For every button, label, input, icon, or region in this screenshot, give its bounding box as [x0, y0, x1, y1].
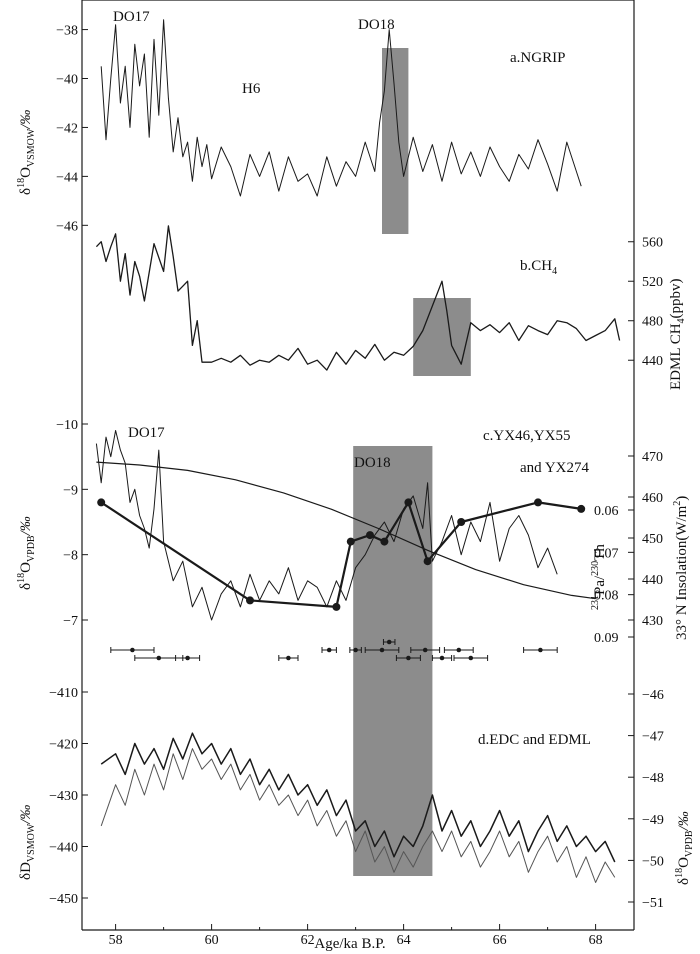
y-d-tick-label: −420 — [49, 738, 78, 753]
series-a-ngrip — [100, 19, 582, 197]
error-bar-point — [185, 655, 190, 661]
pa-th-marker — [366, 531, 374, 540]
x-tick-label: 64 — [397, 933, 411, 948]
y-d-tick-label: −450 — [49, 892, 78, 907]
error-bar-point — [286, 655, 291, 661]
annotation-do18-a: DO18 — [358, 17, 395, 33]
error-bar-point — [379, 647, 385, 653]
pa-th-marker — [246, 596, 254, 605]
annotation-do17-a: DO17 — [113, 9, 150, 25]
y-c-insol-tick-label: 450 — [642, 532, 663, 547]
x-tick-label: 60 — [205, 933, 219, 948]
error-bar-point — [130, 647, 135, 653]
pa-th-marker — [380, 537, 389, 546]
y-d-right-tick-label: −48 — [642, 771, 664, 786]
error-bar-point — [456, 647, 462, 653]
error-bar-point — [538, 647, 543, 653]
y-a-tick-label: −44 — [56, 170, 78, 185]
panel-label-b: b.CH4 — [520, 258, 557, 277]
y-d-right-tick-label: −47 — [642, 730, 664, 745]
y-c-insol-tick-label: 470 — [642, 450, 663, 465]
y-b-tick-label: 480 — [642, 315, 663, 330]
y-c-tick-label: −8 — [63, 549, 78, 564]
y-c-pa-th-tick-label: 0.08 — [594, 589, 619, 604]
y-c-tick-label: −7 — [63, 614, 78, 629]
x-axis-title: Age/ka B.P. — [314, 936, 385, 952]
panel-label-c-line1: c.YX46,YX55 — [483, 428, 571, 444]
x-tick-label: 58 — [109, 933, 123, 948]
shade-a — [382, 48, 409, 234]
error-bar-point — [353, 647, 358, 653]
series-layer — [95, 19, 621, 883]
y-c-pa-th-tick-label: 0.07 — [594, 546, 619, 561]
series-c-d18o — [95, 430, 558, 621]
error-bar-point — [326, 647, 332, 653]
ylabel-b-right: EDML CH4(ppbv) — [668, 278, 687, 390]
panel-label-c-line2: and YX274 — [520, 460, 590, 476]
error-bar-point — [468, 655, 474, 661]
series-d-edml — [100, 748, 616, 883]
panel-label-a: a.NGRIP — [510, 50, 565, 66]
error-bar-point — [386, 639, 392, 645]
pa-th-marker — [332, 602, 341, 611]
y-a-tick-label: −42 — [56, 121, 78, 136]
pa-th-marker — [404, 498, 413, 507]
y-c-tick-label: −9 — [63, 483, 78, 498]
error-bar-point — [156, 655, 162, 661]
shade-b — [413, 298, 471, 376]
pa-th-marker — [97, 498, 106, 507]
error-bar-point — [422, 647, 428, 653]
y-b-tick-label: 440 — [642, 354, 663, 369]
y-d-right-tick-label: −50 — [642, 854, 664, 869]
y-c-pa-th-tick-label: 0.09 — [594, 631, 619, 646]
y-d-tick-label: −410 — [49, 686, 78, 701]
ylabel-c: δ18OVPDB/‰ — [16, 516, 37, 590]
y-c-pa-th-tick-label: 0.06 — [594, 504, 619, 519]
panel-label-d: d.EDC and EDML — [478, 732, 591, 748]
y-d-right-tick-label: −46 — [642, 688, 664, 703]
error-bar-point — [406, 655, 411, 661]
y-d-tick-label: −430 — [49, 789, 78, 804]
pa-th-marker — [577, 504, 586, 513]
y-c-insol-tick-label: 430 — [642, 614, 663, 629]
y-a-tick-label: −38 — [56, 24, 78, 39]
y-c-insol-tick-label: 440 — [642, 573, 663, 588]
axes-layer: 58 60 62 64 66 68 −38 −40 −42 −44 −46 560 520 480 440 −… — [49, 0, 664, 948]
y-d-tick-label: −440 — [49, 841, 78, 856]
y-b-tick-label: 560 — [642, 236, 663, 251]
x-tick-label: 62 — [301, 933, 315, 948]
annotation-h6: H6 — [242, 81, 261, 97]
ylabel-d-right: δ18OVPDB/‰ — [674, 811, 695, 885]
ylabel-a: δ18OVSMOW/‰ — [16, 110, 37, 195]
x-tick-label: 68 — [589, 933, 603, 948]
y-a-tick-label: −46 — [56, 219, 78, 234]
pa-th-marker — [457, 518, 466, 526]
pa-th-marker — [346, 537, 355, 546]
y-c-insol-tick-label: 460 — [642, 491, 663, 506]
series-c-insolation — [96, 461, 596, 600]
y-d-right-tick-label: −49 — [642, 813, 664, 828]
error-bar-point — [439, 655, 445, 661]
annotation-do18-c: DO18 — [354, 455, 391, 471]
pa-th-marker — [423, 557, 432, 566]
series-b-ch4 — [95, 225, 621, 371]
y-b-tick-label: 520 — [642, 275, 663, 290]
y-c-tick-label: −10 — [56, 418, 78, 433]
ylabel-d: δDVSMOW/‰ — [18, 805, 37, 880]
ylabel-c-pa-th: 231Pa/230Th — [590, 544, 608, 610]
pa-th-marker — [534, 498, 542, 507]
y-d-right-tick-label: −51 — [642, 896, 664, 911]
ylabel-c-insolation: 33° N Insolation(W/m2) — [672, 496, 690, 640]
annotation-do17-c: DO17 — [128, 425, 165, 441]
y-a-tick-label: −40 — [56, 73, 78, 88]
x-tick-label: 66 — [493, 933, 507, 948]
series-d-edc — [100, 732, 616, 863]
